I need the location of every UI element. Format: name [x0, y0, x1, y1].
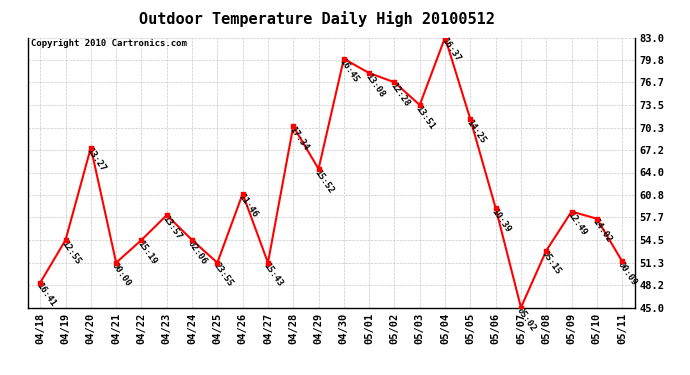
- Text: 05:02: 05:02: [515, 306, 538, 333]
- Text: 12:49: 12:49: [566, 210, 589, 237]
- Point: [262, 260, 273, 266]
- Text: 16:41: 16:41: [34, 281, 57, 308]
- Point: [186, 237, 197, 243]
- Point: [313, 166, 324, 172]
- Text: 15:43: 15:43: [262, 261, 285, 288]
- Text: Copyright 2010 Cartronics.com: Copyright 2010 Cartronics.com: [30, 39, 186, 48]
- Point: [161, 212, 172, 218]
- Point: [136, 237, 147, 243]
- Point: [440, 34, 451, 40]
- Text: 17:34: 17:34: [287, 125, 310, 152]
- Point: [591, 216, 602, 222]
- Text: 12:28: 12:28: [388, 81, 411, 108]
- Point: [364, 70, 375, 76]
- Point: [617, 258, 628, 264]
- Text: 12:55: 12:55: [59, 238, 82, 266]
- Text: 14:25: 14:25: [464, 118, 487, 145]
- Text: 23:55: 23:55: [211, 261, 234, 288]
- Text: 13:08: 13:08: [363, 72, 386, 99]
- Text: 00:00: 00:00: [110, 261, 133, 288]
- Point: [465, 116, 476, 122]
- Point: [566, 209, 577, 214]
- Text: 16:45: 16:45: [338, 57, 361, 85]
- Text: 02:06: 02:06: [186, 238, 209, 266]
- Point: [288, 123, 299, 129]
- Point: [86, 145, 97, 151]
- Point: [541, 248, 552, 254]
- Text: 15:52: 15:52: [313, 168, 335, 195]
- Text: 13:57: 13:57: [161, 214, 184, 241]
- Text: 15:19: 15:19: [135, 238, 158, 266]
- Point: [237, 191, 248, 197]
- Point: [60, 237, 71, 243]
- Text: 13:51: 13:51: [414, 104, 437, 131]
- Point: [34, 280, 46, 286]
- Point: [515, 304, 526, 310]
- Text: 16:37: 16:37: [439, 36, 462, 63]
- Point: [338, 56, 349, 62]
- Point: [490, 205, 501, 211]
- Text: Outdoor Temperature Daily High 20100512: Outdoor Temperature Daily High 20100512: [139, 11, 495, 27]
- Point: [110, 260, 121, 266]
- Text: 11:46: 11:46: [237, 192, 259, 220]
- Point: [389, 79, 400, 85]
- Text: 13:27: 13:27: [85, 146, 108, 173]
- Point: [212, 260, 223, 266]
- Text: 05:15: 05:15: [540, 249, 563, 276]
- Point: [414, 102, 425, 108]
- Text: 10:39: 10:39: [490, 207, 513, 234]
- Text: 00:09: 00:09: [616, 260, 639, 287]
- Text: 14:02: 14:02: [591, 217, 613, 244]
